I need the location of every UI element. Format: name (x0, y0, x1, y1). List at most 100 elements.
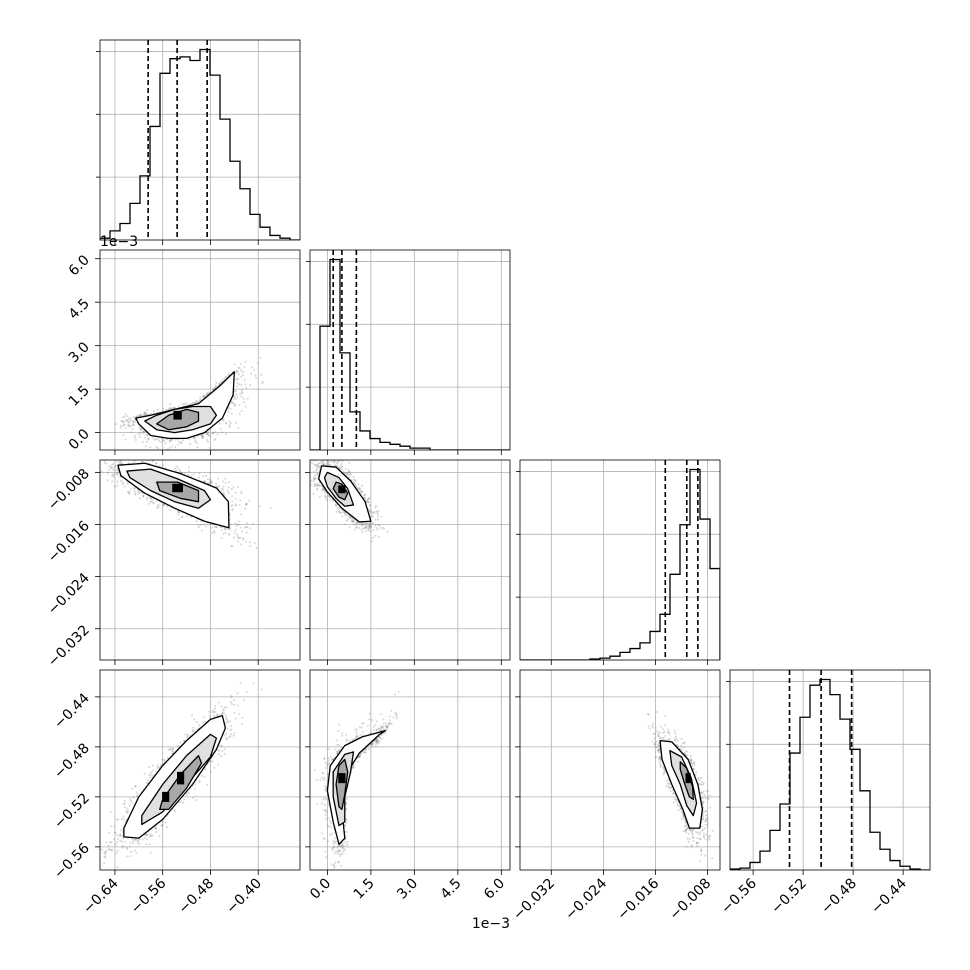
scatter-point (683, 825, 686, 828)
scatter-point (323, 797, 326, 800)
scatter-point (137, 414, 140, 417)
scatter-point (657, 744, 660, 747)
scatter-point (323, 777, 326, 780)
scatter-point (325, 458, 327, 460)
scatter-point (702, 801, 705, 804)
scatter-point (332, 499, 334, 502)
scatter-point (234, 529, 237, 532)
scatter-point (243, 366, 246, 369)
scatter-point (151, 460, 154, 463)
scatter-point (150, 771, 153, 774)
x-tick-label: −0.64 (80, 875, 122, 917)
scatter-point (698, 838, 701, 841)
scatter-point (111, 474, 114, 477)
scatter-point (704, 810, 707, 813)
scatter-point (138, 425, 141, 428)
scatter-point (693, 828, 696, 831)
scatter-point (394, 693, 397, 696)
scatter-point (214, 430, 217, 433)
scatter-point (122, 818, 125, 821)
scatter-point (685, 828, 688, 831)
scatter-point (360, 491, 363, 494)
scatter-point (190, 516, 193, 519)
scatter-point (190, 714, 193, 717)
scatter-point (246, 397, 249, 400)
panel-frame (99, 39, 301, 241)
scatter-point (108, 848, 111, 851)
scatter-point (240, 375, 243, 378)
scatter-point (680, 810, 683, 813)
scatter-point (122, 802, 125, 805)
scatter-point (111, 480, 114, 483)
scatter-point (198, 780, 201, 783)
scatter-point (348, 739, 351, 742)
scatter-point (374, 723, 377, 726)
scatter-point (653, 742, 656, 745)
scatter-point (161, 758, 164, 761)
scatter-point (101, 848, 104, 851)
scatter-point (345, 519, 348, 522)
scatter-point (227, 410, 230, 413)
scatter-point (695, 842, 698, 845)
scatter-point (353, 523, 356, 526)
scatter-point (133, 489, 136, 492)
scatter-point (368, 525, 371, 528)
scatter-point (244, 507, 247, 510)
scatter-point (366, 724, 369, 727)
scatter-point (378, 735, 381, 738)
scatter-point (331, 848, 334, 851)
scatter-point (357, 756, 360, 759)
scatter-point (344, 824, 347, 827)
scatter-point (338, 723, 341, 726)
scatter-point (149, 497, 152, 500)
scatter-point (680, 745, 683, 748)
scatter-point (362, 494, 365, 497)
scatter-point (133, 838, 136, 841)
scatter-point (209, 479, 212, 482)
scatter-panel-3-0 (99, 669, 301, 871)
panel-frame (309, 669, 511, 871)
scatter-point (126, 490, 129, 493)
scatter-point (653, 732, 656, 735)
scatter-point (700, 853, 703, 856)
scatter-point (340, 746, 343, 749)
scatter-point (333, 867, 336, 870)
scatter-point (352, 480, 355, 483)
scatter-point (217, 763, 220, 766)
scatter-point (182, 801, 185, 804)
scatter-point (230, 702, 233, 705)
scatter-point (371, 512, 374, 515)
scatter-point (316, 803, 319, 806)
scatter-point (388, 719, 391, 722)
scatter-point (348, 461, 351, 464)
scatter-point (252, 522, 255, 525)
scatter-point (108, 468, 111, 471)
scatter-point (359, 487, 362, 490)
scatter-point (679, 807, 682, 810)
scatter-point (219, 427, 222, 430)
scatter-point (702, 836, 705, 839)
scatter-point (146, 433, 149, 436)
scatter-point (126, 457, 128, 459)
scatter-point (136, 793, 139, 796)
scatter-point (149, 851, 152, 854)
scatter-point (684, 829, 687, 832)
scatter-point (316, 483, 319, 486)
scatter-point (233, 712, 236, 715)
scatter-point (690, 759, 693, 762)
scatter-point (340, 844, 343, 847)
scatter-point (200, 774, 203, 777)
scatter-point (237, 537, 240, 540)
scatter-point (227, 736, 230, 739)
scatter-point (382, 718, 385, 721)
scatter-point (196, 401, 199, 404)
scatter-panel-3-2 (519, 669, 721, 871)
scatter-point (326, 764, 329, 767)
scatter-point (368, 527, 371, 530)
scatter-point (667, 785, 670, 788)
scatter-point (230, 504, 233, 507)
scatter-point (177, 467, 180, 470)
scatter-point (374, 524, 377, 527)
scatter-point (173, 808, 176, 811)
scatter-point (692, 767, 695, 770)
